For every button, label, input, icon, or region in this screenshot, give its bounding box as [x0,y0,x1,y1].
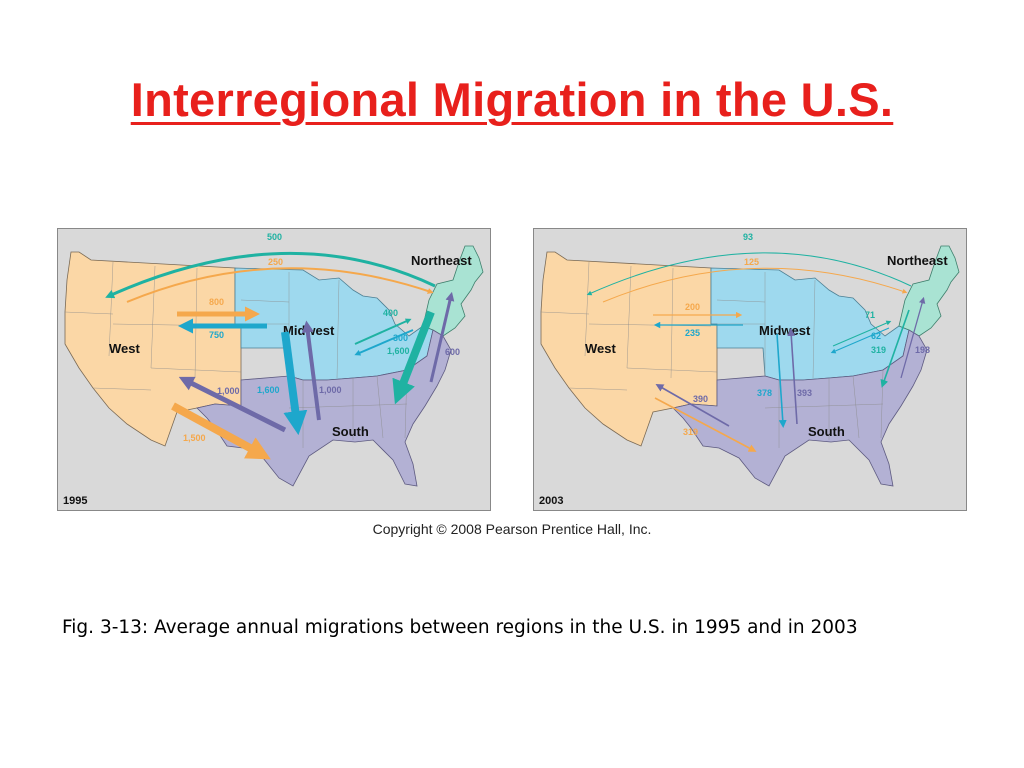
flow-label-west-to-south: 1,500 [183,433,206,443]
flow-label-northeast-to-south: 1,600 [387,346,410,356]
region-label-west: West [109,341,140,356]
flow-arrow-midwest-to-south [281,331,308,436]
flow-arrow-northeast-to-midwest [354,329,414,356]
flow-arrow-south-to-northeast [429,291,455,383]
flow-label-west-to-northeast: 125 [744,257,759,267]
flow-label-northeast-to-west: 500 [267,232,282,242]
migration-map-2003: West Midwest Northeast South 93 125 200 … [533,228,967,511]
flow-arrow-west-to-south [654,397,757,452]
migration-map-1995: West Midwest Northeast South 500 250 800… [57,228,491,511]
region-label-midwest: Midwest [759,323,811,338]
flow-arrow-south-to-midwest [787,328,798,425]
region-label-west: West [585,341,616,356]
flow-arrow-midwest-to-northeast [354,318,412,345]
flow-label-midwest-to-west: 235 [685,328,700,338]
flow-label-northeast-to-west: 93 [743,232,753,242]
region-northeast [422,245,484,337]
flow-label-west-to-midwest: 200 [685,302,700,312]
flow-arrow-northeast-to-south [392,310,435,405]
flow-arrow-west-to-northeast [126,267,434,303]
figure-caption: Fig. 3-13: Average annual migrations bet… [62,617,858,638]
region-northeast [898,245,960,337]
state-lines-2003 [540,261,884,448]
flow-label-west-to-northeast: 250 [268,257,283,267]
flow-arrow-south-to-west [655,384,730,427]
flow-label-northeast-to-midwest: 62 [871,331,881,341]
map-year-1995: 1995 [63,495,87,507]
flow-arrow-south-to-west [178,376,287,433]
flow-arrow-northeast-to-west [586,252,912,296]
copyright-notice: Copyright © 2008 Pearson Prentice Hall, … [372,521,652,537]
region-south [672,329,928,487]
flow-arrow-northeast-to-west [105,251,436,299]
flow-label-west-to-midwest: 800 [209,297,224,307]
flow-label-midwest-to-northeast: 400 [383,308,398,318]
map-year-2003: 2003 [539,495,563,507]
flow-arrow-south-to-midwest [301,320,321,421]
region-label-south: South [808,424,845,439]
region-label-northeast: Northeast [887,253,948,268]
flow-arrow-south-to-northeast [900,296,926,379]
flow-label-south-to-midwest: 1,000 [319,385,342,395]
region-label-south: South [332,424,369,439]
flow-arrow-northeast-to-south [880,309,910,388]
flow-label-midwest-to-west: 750 [209,330,224,340]
flow-label-northeast-to-south: 319 [871,345,886,355]
flow-label-west-to-south: 319 [683,427,698,437]
flow-arrow-midwest-to-south [776,333,787,428]
flow-label-midwest-to-south: 378 [757,388,772,398]
flow-label-south-to-midwest: 393 [797,388,812,398]
slide-title: Interregional Migration in the U.S. [130,73,894,126]
flow-label-south-to-west: 390 [693,394,708,404]
flow-label-south-to-northeast: 600 [445,347,460,357]
flow-label-northeast-to-midwest: 300 [393,333,408,343]
map-1995-svg: West Midwest Northeast South 500 250 800… [57,228,491,511]
flow-arrow-northeast-to-midwest [830,327,890,354]
map-2003-svg: West Midwest Northeast South 93 125 200 … [533,228,967,511]
flow-label-midwest-to-south: 1,600 [257,385,280,395]
flow-arrow-midwest-to-northeast [832,320,892,347]
flow-arrow-west-to-south [171,402,271,460]
flow-label-south-to-northeast: 198 [915,345,930,355]
flow-label-south-to-west: 1,000 [217,386,240,396]
region-label-northeast: Northeast [411,253,472,268]
flow-arrow-west-to-northeast [602,267,908,303]
flow-label-midwest-to-northeast: 71 [865,310,875,320]
